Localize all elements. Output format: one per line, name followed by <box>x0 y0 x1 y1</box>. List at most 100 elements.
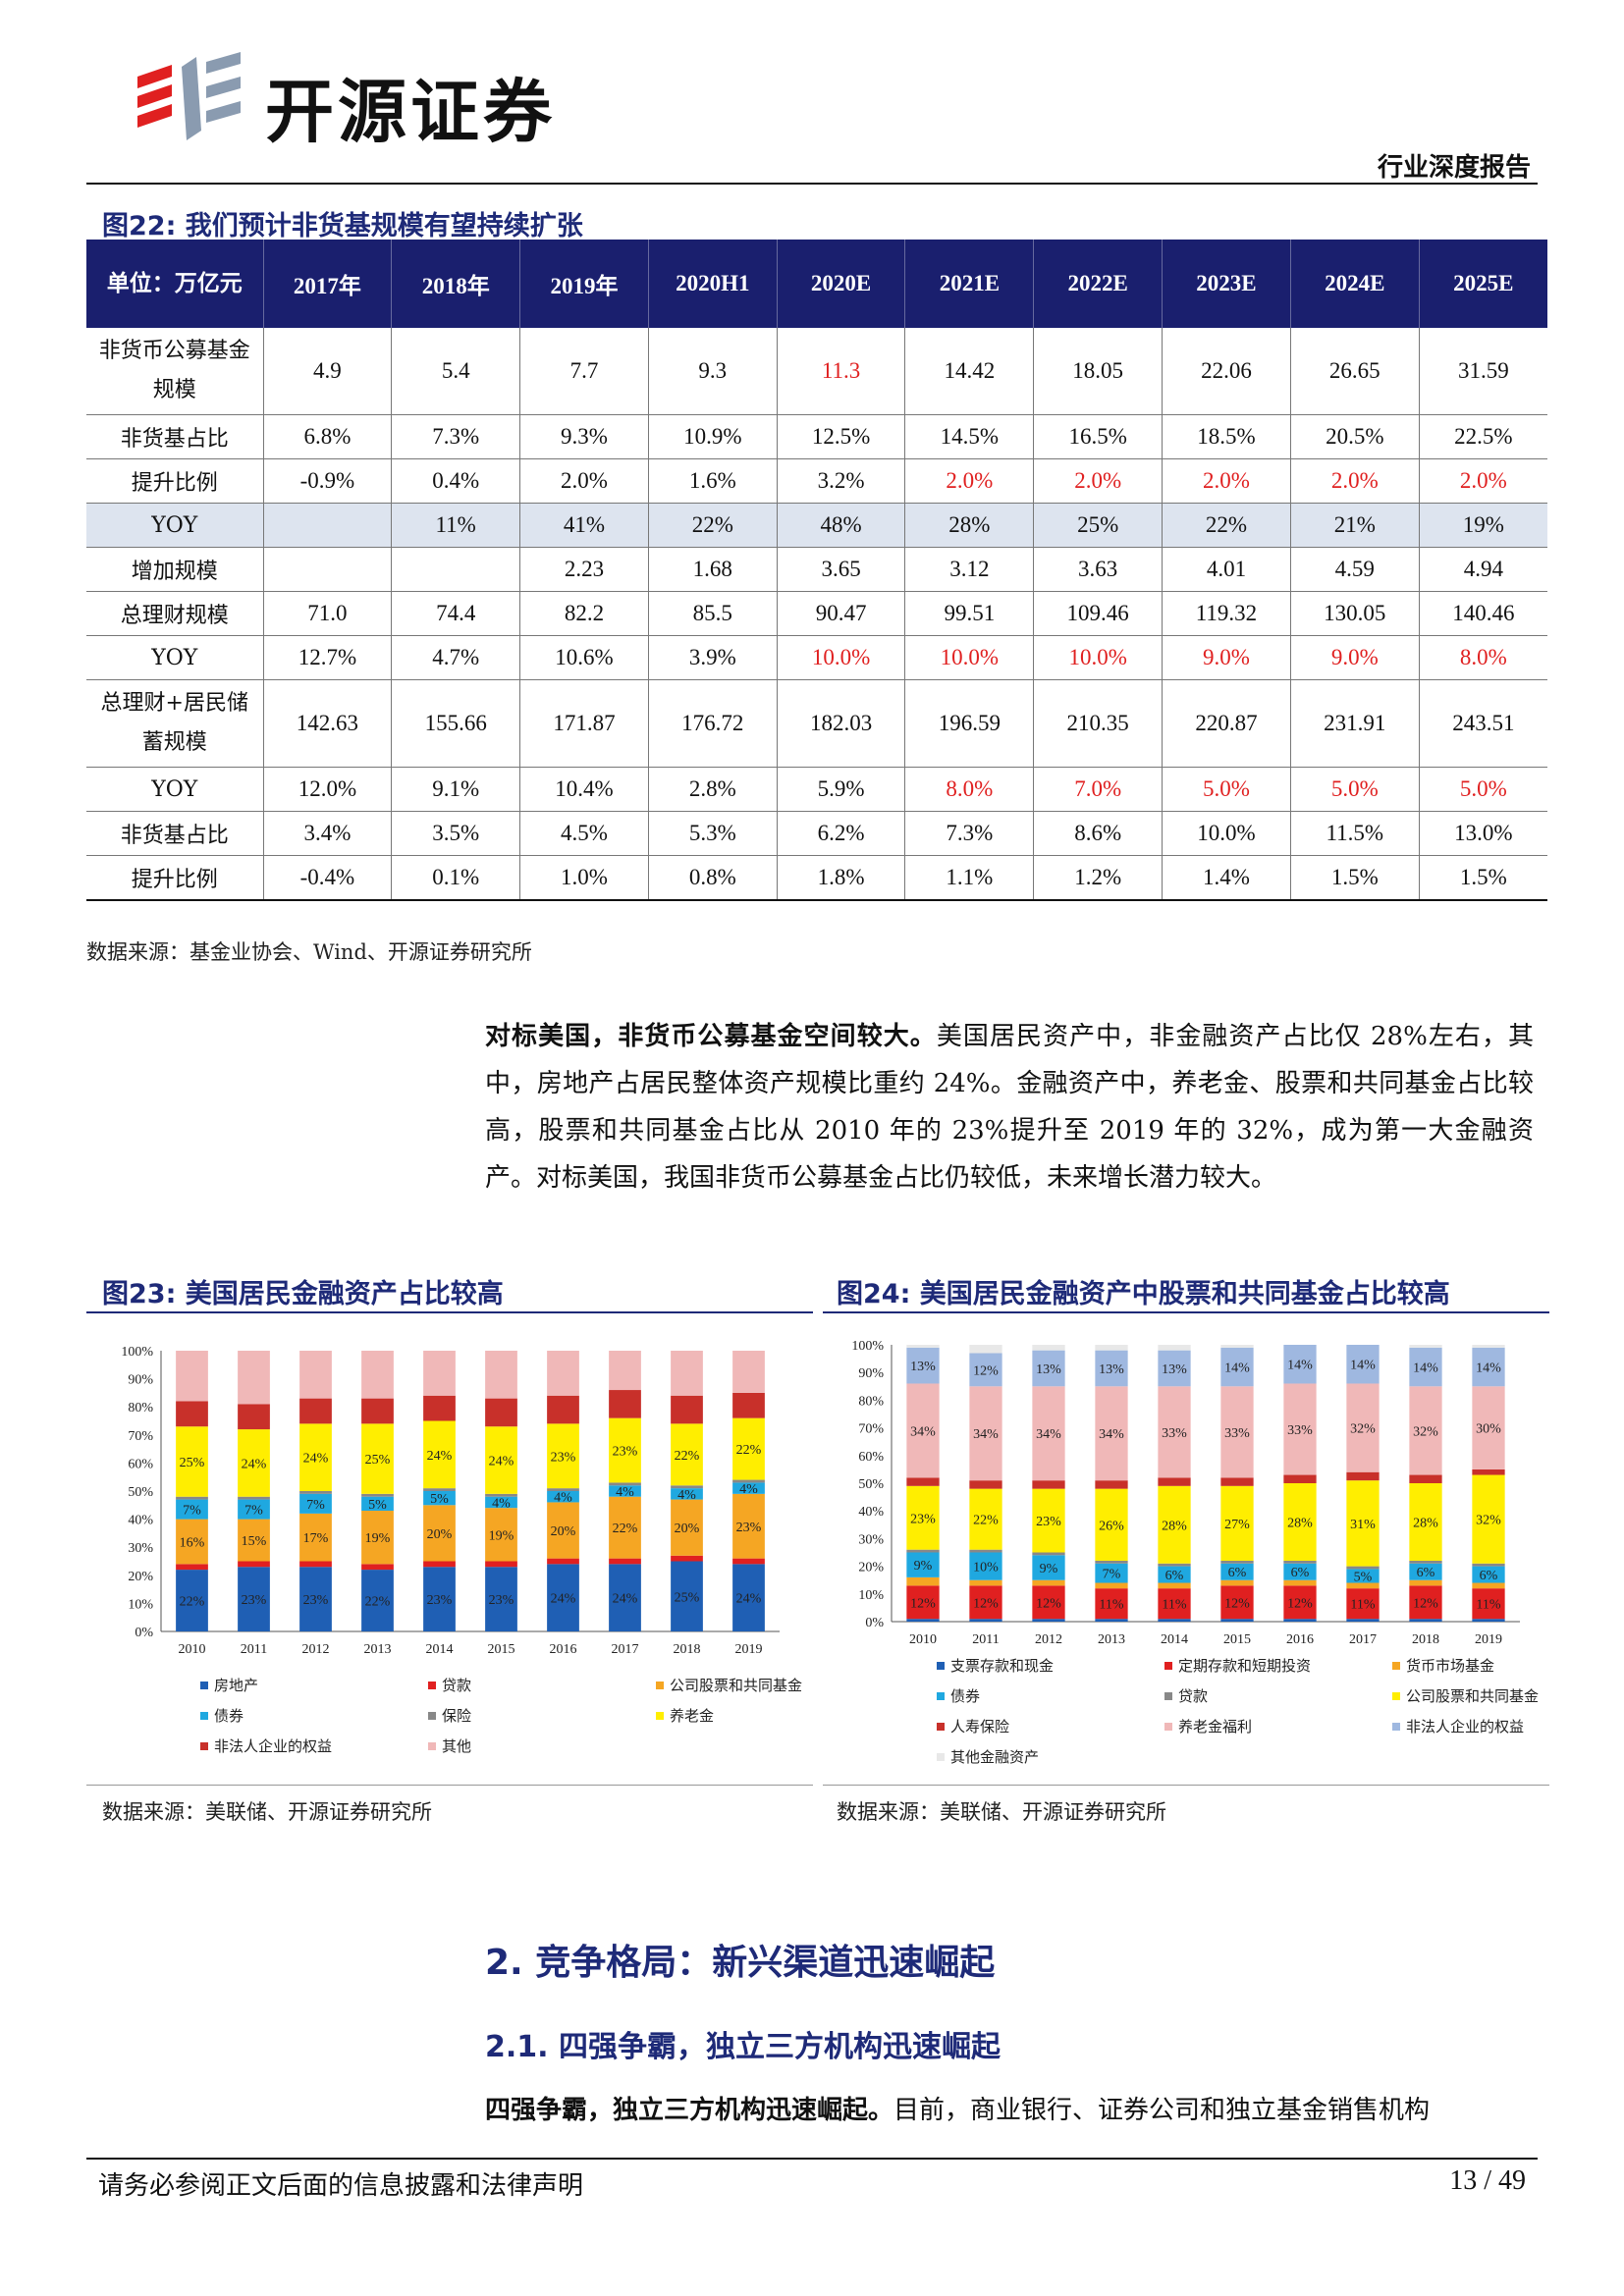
legend-label: 公司股票和共同基金 <box>670 1677 802 1694</box>
legend-label: 人寿保险 <box>950 1718 1009 1735</box>
row-label: YOY <box>86 767 264 812</box>
bar-segment <box>1158 1619 1191 1622</box>
bar-segment <box>423 1395 456 1421</box>
legend-swatch <box>200 1682 208 1689</box>
data-label: 4% <box>739 1482 758 1497</box>
data-label: 22% <box>180 1595 205 1610</box>
row-label: 增加规模 <box>86 547 264 592</box>
bar-segment <box>176 1564 208 1571</box>
brand-name: 开源证券 <box>265 72 556 152</box>
column-header: 2022E <box>1033 240 1164 328</box>
data-label: 6% <box>1291 1566 1310 1580</box>
data-label: 13% <box>1099 1362 1124 1377</box>
bar-segment <box>1158 1477 1191 1486</box>
data-label: 7% <box>244 1504 263 1519</box>
bar-segment <box>732 1417 765 1480</box>
bar-segment <box>1158 1485 1191 1564</box>
bar-segment <box>299 1491 332 1494</box>
table-cell: 9.3 <box>648 328 778 415</box>
bar-segment <box>1472 1582 1505 1589</box>
data-label: 19% <box>489 1528 514 1543</box>
data-label: 7% <box>306 1498 325 1513</box>
data-label: 14% <box>1224 1362 1250 1376</box>
bar-segment <box>732 1482 765 1494</box>
bar-segment <box>547 1491 579 1503</box>
bar-segment <box>1346 1471 1380 1481</box>
bar-segment <box>485 1493 517 1497</box>
table-row: 增加规模 2.23 1.68 3.65 3.12 3.63 4.01 4.59 4.94 <box>86 547 1547 592</box>
bar-segment <box>906 1383 940 1478</box>
fig22-table: 单位：万亿元 2017年 2018年 2019年 2020H1 2020E 2021E 20… <box>86 240 1547 901</box>
bar-segment <box>1346 1480 1380 1567</box>
y-tick-label: 60% <box>858 1450 884 1465</box>
table-row: 非货基占比 6.8% 7.3% 9.3% 10.9% 12.5% 14.5% 16.5% 18.… <box>86 414 1547 459</box>
table-cell: 85.5 <box>648 591 778 636</box>
bar-segment <box>1283 1579 1317 1586</box>
table-row: 提升比例 -0.4% 0.1% 1.0% 0.8% 1.8% 1.1% 1.2% 1.4% 1.5… <box>86 855 1547 901</box>
table-cell: 14.42 <box>904 328 1035 415</box>
data-label: 25% <box>180 1456 205 1470</box>
table-cell: 142.63 <box>263 679 393 768</box>
table-cell: 3.4% <box>263 811 393 856</box>
bar-segment <box>1032 1555 1065 1580</box>
bar-segment <box>423 1505 456 1562</box>
table-cell <box>263 503 393 548</box>
bar-segment <box>238 1561 270 1568</box>
table-cell: 4.01 <box>1162 547 1291 592</box>
bar-segment <box>1220 1563 1254 1580</box>
bar-segment <box>299 1567 332 1631</box>
legend-swatch <box>1164 1662 1172 1670</box>
para-bold-lead: 四强争霸，独立三方机构迅速崛起。 <box>485 2096 894 2125</box>
bar-segment <box>176 1351 208 1402</box>
column-header: 2017年 <box>263 240 393 328</box>
x-tick-label: 2013 <box>1098 1632 1125 1647</box>
bar-segment <box>1472 1474 1505 1564</box>
bar-segment <box>299 1513 332 1562</box>
data-label: 9% <box>1040 1562 1058 1576</box>
table-cell: 6.2% <box>777 811 906 856</box>
bar-segment <box>609 1496 641 1559</box>
legend-label: 其他金融资产 <box>950 1748 1039 1766</box>
y-tick-label: 80% <box>128 1401 153 1415</box>
data-label: 19% <box>365 1531 391 1546</box>
table-cell: 109.46 <box>1033 591 1164 636</box>
bar-segment <box>732 1392 765 1418</box>
bar-segment <box>1095 1488 1128 1561</box>
bar-segment <box>1283 1585 1317 1620</box>
section-2-1-heading: 2.1. 四强争霸，独立三方机构迅速崛起 <box>485 2030 1001 2064</box>
bar-segment <box>732 1564 765 1631</box>
table-cell: 5.3% <box>648 811 778 856</box>
y-tick-label: 90% <box>128 1373 153 1388</box>
table-cell: 20.5% <box>1290 414 1420 459</box>
table-cell: 48% <box>777 503 906 548</box>
y-tick-label: 70% <box>858 1422 884 1437</box>
bar-segment <box>732 1558 765 1565</box>
table-cell: -0.4% <box>263 855 393 901</box>
bar-segment <box>423 1351 456 1396</box>
bar-segment <box>1409 1345 1442 1348</box>
bar-segment <box>238 1429 270 1497</box>
table-cell: 12.0% <box>263 767 393 812</box>
data-label: 15% <box>242 1534 267 1549</box>
legend-swatch <box>656 1682 664 1689</box>
bar-segment <box>969 1552 1002 1580</box>
table-row: 提升比例 -0.9% 0.4% 2.0% 1.6% 3.2% 2.0% 2.0% 2.0% 2.0… <box>86 458 1547 504</box>
bar-segment <box>423 1491 456 1506</box>
bar-segment <box>969 1386 1002 1481</box>
table-cell: 4.94 <box>1419 547 1547 592</box>
legend-label: 房地产 <box>214 1677 258 1694</box>
data-label: 24% <box>242 1457 267 1471</box>
table-cell: -0.9% <box>263 458 393 504</box>
bar-segment <box>969 1579 1002 1586</box>
column-header: 2024E <box>1290 240 1420 328</box>
table-cell: 82.2 <box>519 591 649 636</box>
data-label: 6% <box>1480 1569 1498 1583</box>
data-label: 25% <box>675 1590 700 1605</box>
bar-segment <box>361 1351 394 1399</box>
bar-segment <box>609 1351 641 1391</box>
data-label: 24% <box>427 1449 453 1464</box>
data-label: 22% <box>675 1449 700 1464</box>
row-label: 总理财+居民储蓄规模 <box>86 679 264 768</box>
legend-swatch <box>937 1723 945 1731</box>
bar-segment <box>1032 1552 1065 1556</box>
